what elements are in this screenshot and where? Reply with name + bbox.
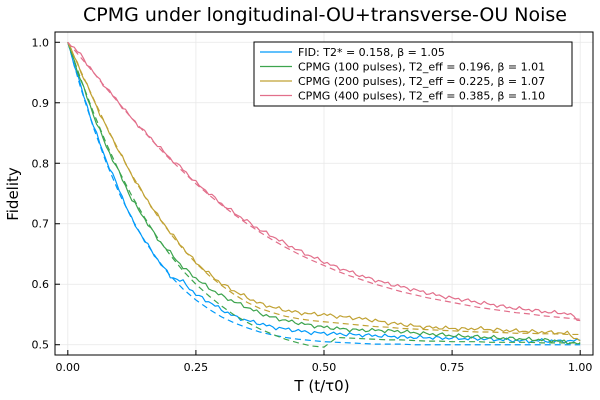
series-line-5-fit [67, 42, 581, 336]
series-line-2-sim [67, 42, 581, 345]
x-tick-label: 0.00 [56, 361, 81, 374]
legend-entry: CPMG (400 pulses), T2_eff = 0.385, β = 1… [298, 90, 545, 103]
y-tick-label: 0.7 [32, 218, 50, 231]
series-line-0-sim [67, 42, 581, 344]
chart-title: CPMG under longitudinal-OU+transverse-OU… [83, 4, 567, 26]
series-line-1-fit [67, 42, 581, 346]
series-line-7-fit [67, 41, 581, 320]
y-tick-label: 0.5 [32, 339, 50, 352]
x-tick-label: 0.25 [184, 361, 209, 374]
series-line-3-fit [67, 42, 581, 348]
legend-entry: CPMG (200 pulses), T2_eff = 0.225, β = 1… [298, 75, 545, 88]
y-tick-label: 0.8 [32, 157, 50, 170]
series-layer [67, 41, 581, 348]
tick-layer: 0.00 0.25 0.50 0.75 1.00 0.5 0.6 0.7 0.8 0.9 1.0 [32, 36, 593, 374]
y-tick-label: 0.6 [32, 278, 50, 291]
legend-box [253, 41, 573, 107]
x-axis-label: T (t/τ0) [293, 377, 349, 395]
y-tick-label: 1.0 [32, 36, 50, 49]
series-line-4-sim [67, 42, 581, 342]
legend-entry: CPMG (100 pulses), T2_eff = 0.196, β = 1… [298, 61, 545, 74]
x-tick-label: 1.00 [568, 361, 593, 374]
x-tick-label: 0.50 [312, 361, 337, 374]
y-axis-label: Fidelity [4, 167, 22, 221]
y-tick-label: 0.9 [32, 97, 50, 110]
legend: FID: T2* = 0.158, β = 1.05 CPMG (100 puls… [253, 41, 573, 107]
legend-entry: FID: T2* = 0.158, β = 1.05 [298, 46, 445, 59]
x-tick-label: 0.75 [440, 361, 465, 374]
